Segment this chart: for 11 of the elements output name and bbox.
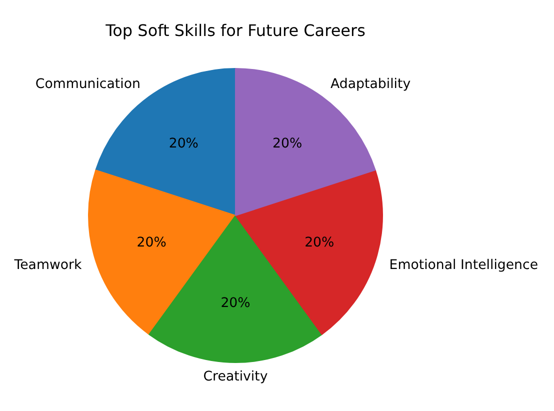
data-label: 20%: [220, 296, 250, 312]
slice-label: Creativity: [203, 370, 268, 385]
slice-label: Emotional Intelligence: [389, 258, 538, 273]
slice-label: Teamwork: [13, 258, 82, 273]
data-label: 20%: [272, 136, 302, 152]
data-label: 20%: [304, 235, 334, 250]
chart-title: Top Soft Skills for Future Careers: [104, 21, 366, 40]
slice-label: Adaptability: [330, 77, 411, 92]
slice-label: Communication: [35, 77, 140, 92]
data-label: 20%: [168, 136, 198, 152]
data-label: 20%: [136, 235, 166, 250]
